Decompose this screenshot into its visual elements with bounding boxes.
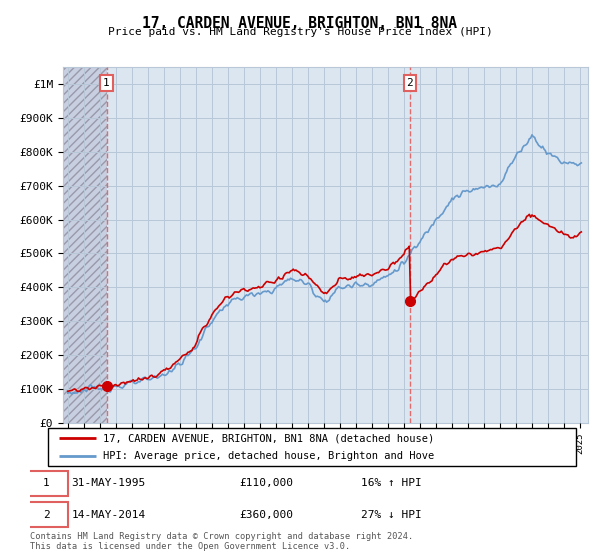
Bar: [63, 67, 107, 423]
Text: 1: 1: [103, 78, 110, 88]
Text: 17, CARDEN AVENUE, BRIGHTON, BN1 8NA (detached house): 17, CARDEN AVENUE, BRIGHTON, BN1 8NA (de…: [103, 433, 434, 443]
Text: HPI: Average price, detached house, Brighton and Hove: HPI: Average price, detached house, Brig…: [103, 451, 434, 461]
Text: Price paid vs. HM Land Registry's House Price Index (HPI): Price paid vs. HM Land Registry's House …: [107, 27, 493, 37]
FancyBboxPatch shape: [25, 502, 68, 528]
Text: 16% ↑ HPI: 16% ↑ HPI: [361, 478, 422, 488]
Text: 2: 2: [43, 510, 49, 520]
Text: 14-MAY-2014: 14-MAY-2014: [71, 510, 146, 520]
Text: 2: 2: [406, 78, 413, 88]
FancyBboxPatch shape: [48, 428, 576, 466]
Text: 31-MAY-1995: 31-MAY-1995: [71, 478, 146, 488]
Text: 17, CARDEN AVENUE, BRIGHTON, BN1 8NA: 17, CARDEN AVENUE, BRIGHTON, BN1 8NA: [143, 16, 458, 31]
Text: £360,000: £360,000: [240, 510, 294, 520]
Text: £110,000: £110,000: [240, 478, 294, 488]
Text: Contains HM Land Registry data © Crown copyright and database right 2024.
This d: Contains HM Land Registry data © Crown c…: [30, 532, 413, 552]
Text: 1: 1: [43, 478, 49, 488]
Text: 27% ↓ HPI: 27% ↓ HPI: [361, 510, 422, 520]
FancyBboxPatch shape: [25, 470, 68, 496]
